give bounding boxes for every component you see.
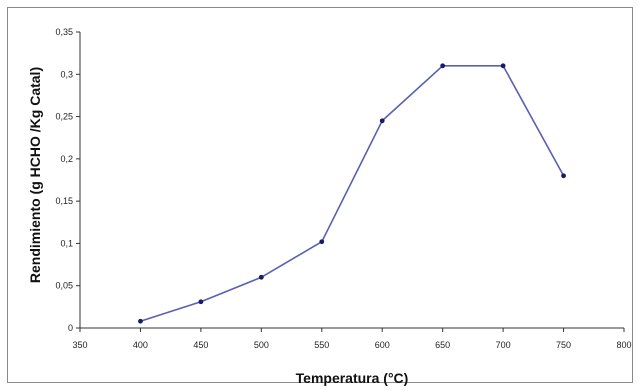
y-tick-label: 0,35 [55,27,73,37]
data-point [561,173,566,179]
data-point [319,239,325,245]
y-tick-label: 0,2 [60,154,73,164]
x-tick-label: 800 [616,340,631,350]
x-tick-label: 500 [254,340,269,350]
x-tick-label: 750 [556,340,571,350]
x-tick-label: 700 [496,340,511,350]
x-tick-label: 550 [314,340,329,350]
y-tick-label: 0 [68,323,73,333]
data-point [440,63,446,69]
x-tick-label: 400 [133,340,148,350]
x-tick-label: 600 [375,340,390,350]
y-axis-ticks: 0 0,05 0,1 0,15 0,2 0,25 0,3 0,35 [55,27,80,333]
x-tick-label: 350 [72,340,87,350]
y-tick-label: 0,15 [55,196,73,206]
series-group [138,63,566,324]
series-line [140,65,565,322]
y-tick-label: 0,1 [60,238,73,248]
x-tick-label: 650 [435,340,450,350]
data-point [138,318,143,324]
data-point [258,274,264,280]
data-point [500,63,506,69]
data-point [198,299,204,305]
y-tick-label: 0,05 [55,281,73,291]
y-axis-title: Rendimiento (g HCHO /Kg Catal) [27,67,43,283]
data-point [379,118,385,124]
x-tick-label: 450 [193,340,208,350]
x-axis-title: Temperatura (°C) [296,370,409,386]
x-axis-ticks: 350 400 450 500 550 600 650 700 750 800 [72,328,632,350]
y-tick-label: 0,3 [60,69,73,79]
y-tick-label: 0,25 [55,112,73,122]
axes [79,32,624,329]
chart-frame [7,7,633,383]
